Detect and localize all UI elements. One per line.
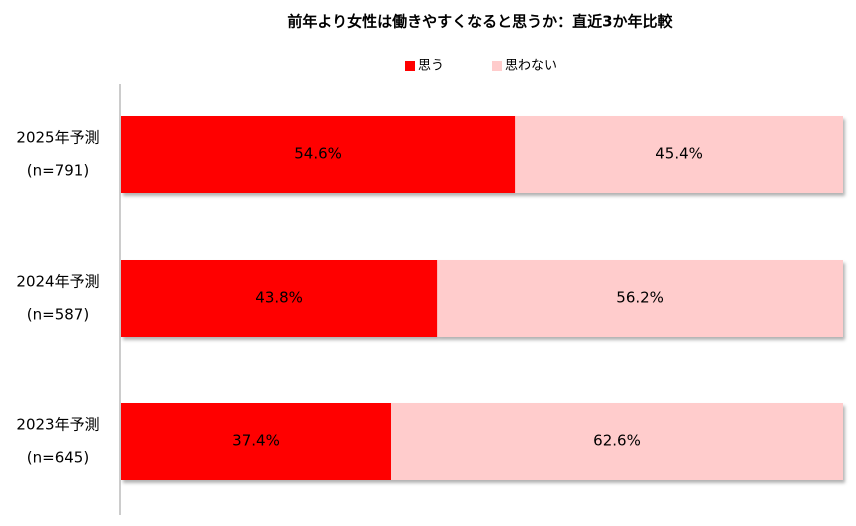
legend-swatch [492,61,502,71]
legend-label: 思う [418,59,444,74]
category-label: 2024年予測 [16,273,99,291]
category-label: 2025年予測 [16,129,99,147]
data-label: 37.4% [232,432,280,450]
sample-label: (n=587) [27,306,89,324]
sample-label: (n=645) [27,449,89,467]
bar-group [121,403,843,480]
data-label: 56.2% [616,289,664,307]
data-label: 54.6% [294,145,342,163]
data-label: 45.4% [655,145,703,163]
data-label: 43.8% [255,289,303,307]
bar-segment [121,403,392,480]
bar-segment [515,116,843,193]
data-label: 62.6% [593,432,641,450]
bar-segment [437,260,843,337]
chart-title: 前年より女性は働きやすくなると思うか：直近3か年比較 [287,13,673,31]
category-label: 2023年予測 [16,416,99,434]
bar-segment [121,260,438,337]
bar-group [121,116,843,193]
legend-swatch [405,61,415,71]
bar-segment [391,403,843,480]
sample-label: (n=791) [27,162,89,180]
bar-group [121,260,843,337]
legend-label: 思わない [505,59,557,74]
bar-segment [121,116,516,193]
